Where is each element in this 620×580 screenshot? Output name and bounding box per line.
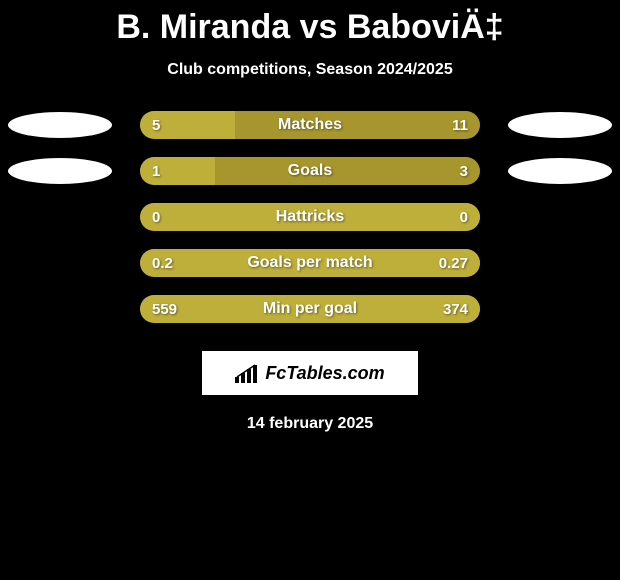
bar-chart-icon	[235, 363, 259, 383]
spacer	[8, 250, 112, 276]
spacer	[508, 204, 612, 230]
spacer	[508, 296, 612, 322]
stat-value-right: 0	[460, 203, 468, 231]
player-badge-right	[508, 158, 612, 184]
stat-bar: 5Matches11	[140, 111, 480, 139]
stat-row: 559Min per goal374	[0, 295, 620, 323]
stat-value-right: 374	[443, 295, 468, 323]
player-badge-left	[8, 112, 112, 138]
subtitle: Club competitions, Season 2024/2025	[167, 61, 452, 79]
stat-bar: 1Goals3	[140, 157, 480, 185]
stats-rows: 5Matches11 1Goals3 0Hattricks0 0.2Goals per…	[0, 111, 620, 323]
spacer	[8, 204, 112, 230]
stat-value-right: 11	[452, 111, 468, 139]
stat-row: 1Goals3	[0, 157, 620, 185]
spacer	[8, 296, 112, 322]
stat-bar: 559Min per goal374	[140, 295, 480, 323]
stat-row: 0Hattricks0	[0, 203, 620, 231]
date-text: 14 february 2025	[247, 415, 373, 433]
page-title: B. Miranda vs BaboviÄ‡	[116, 8, 503, 47]
spacer	[508, 250, 612, 276]
stat-row: 5Matches11	[0, 111, 620, 139]
stat-label: Matches	[140, 111, 480, 139]
logo-text: FcTables.com	[265, 363, 384, 384]
stat-label: Min per goal	[140, 295, 480, 323]
player-badge-right	[508, 112, 612, 138]
stat-row: 0.2Goals per match0.27	[0, 249, 620, 277]
player-badge-left	[8, 158, 112, 184]
stat-label: Goals per match	[140, 249, 480, 277]
stat-bar: 0Hattricks0	[140, 203, 480, 231]
stat-value-right: 3	[460, 157, 468, 185]
fctables-logo: FcTables.com	[202, 351, 418, 395]
stat-bar: 0.2Goals per match0.27	[140, 249, 480, 277]
stat-label: Hattricks	[140, 203, 480, 231]
stat-value-right: 0.27	[439, 249, 468, 277]
stat-label: Goals	[140, 157, 480, 185]
